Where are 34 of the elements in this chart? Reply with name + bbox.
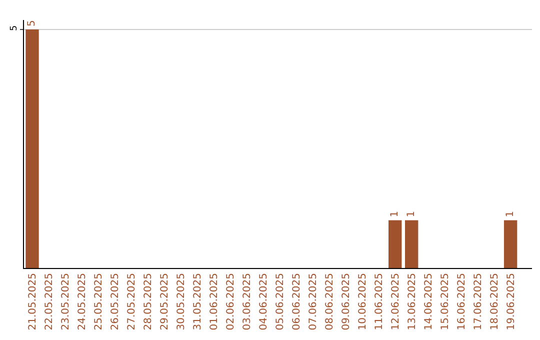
x-tick-label: 19.06.2025 xyxy=(506,273,517,330)
data-label: 1 xyxy=(390,210,401,218)
x-tick-label: 07.06.2025 xyxy=(308,273,319,330)
x-tick-label: 30.05.2025 xyxy=(176,273,187,330)
x-tick-label: 31.05.2025 xyxy=(192,273,204,330)
x-tick-label: 14.06.2025 xyxy=(423,273,434,330)
x-tick-label: 09.06.2025 xyxy=(340,273,352,330)
x-tick-label: 25.05.2025 xyxy=(93,273,104,330)
x-tick-label: 16.06.2025 xyxy=(456,273,468,330)
x-tick-label: 04.06.2025 xyxy=(258,273,270,330)
x-tick-label: 17.06.2025 xyxy=(472,273,484,330)
x-tick-label: 01.06.2025 xyxy=(208,273,220,330)
x-tick-label: 18.06.2025 xyxy=(489,273,500,330)
x-tick-label: 06.06.2025 xyxy=(291,273,302,330)
data-label: 1 xyxy=(505,210,516,218)
x-tick-label: 02.06.2025 xyxy=(225,273,236,330)
x-tick-label: 15.06.2025 xyxy=(440,273,451,330)
x-tick-label: 23.05.2025 xyxy=(60,273,72,330)
x-tick-label: 22.05.2025 xyxy=(44,273,55,330)
x-tick-label: 13.06.2025 xyxy=(406,273,418,330)
x-tick-label: 03.06.2025 xyxy=(242,273,253,330)
x-tick-label: 24.05.2025 xyxy=(76,273,88,330)
x-tick-label: 28.05.2025 xyxy=(142,273,154,330)
x-tick-label: 27.05.2025 xyxy=(126,273,138,330)
data-label: 1 xyxy=(406,210,418,218)
x-tick-label: 05.06.2025 xyxy=(274,273,286,330)
x-tick-label: 29.05.2025 xyxy=(159,273,170,330)
data-label: 5 xyxy=(26,20,38,27)
x-tick-label: 26.05.2025 xyxy=(110,273,121,330)
x-tick-label: 08.06.2025 xyxy=(324,273,336,330)
x-tick-label: 11.06.2025 xyxy=(374,273,385,330)
x-tick-label: 12.06.2025 xyxy=(390,273,402,330)
x-tick-label: 10.06.2025 xyxy=(357,273,368,330)
x-tick-label: 21.05.2025 xyxy=(28,273,38,330)
